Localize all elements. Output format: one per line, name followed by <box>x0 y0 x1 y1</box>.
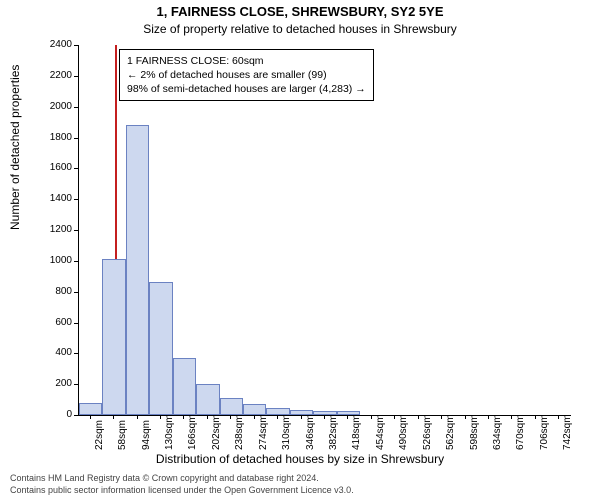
histogram-bar <box>173 358 196 415</box>
chart-container: 1, FAIRNESS CLOSE, SHREWSBURY, SY2 5YE S… <box>0 0 600 500</box>
y-tick: 600 <box>0 318 78 328</box>
plot-area: 1 FAIRNESS CLOSE: 60sqm ← 2% of detached… <box>78 45 571 416</box>
y-tick: 2400 <box>0 40 78 50</box>
y-tick: 200 <box>0 379 78 389</box>
x-tick: 58sqm <box>117 420 128 450</box>
chart-subtitle: Size of property relative to detached ho… <box>0 22 600 36</box>
annotation-box: 1 FAIRNESS CLOSE: 60sqm ← 2% of detached… <box>119 49 374 101</box>
x-tick: 598sqm <box>469 414 480 450</box>
x-tick: 94sqm <box>141 420 152 450</box>
x-tick: 454sqm <box>375 414 386 450</box>
y-tick: 1400 <box>0 194 78 204</box>
histogram-bar <box>126 125 149 415</box>
annotation-line-3: 98% of semi-detached houses are larger (… <box>127 82 366 96</box>
x-tick: 274sqm <box>258 414 269 450</box>
x-tick: 130sqm <box>164 414 175 450</box>
histogram-bar <box>196 384 219 415</box>
x-tick: 382sqm <box>328 414 339 450</box>
y-axis-label: Number of detached properties <box>8 65 22 230</box>
x-tick: 22sqm <box>94 420 105 450</box>
y-tick: 1200 <box>0 225 78 235</box>
y-tick: 1600 <box>0 163 78 173</box>
x-tick: 742sqm <box>562 414 573 450</box>
y-tick: 1800 <box>0 133 78 143</box>
x-tick: 202sqm <box>211 414 222 450</box>
y-tick: 800 <box>0 287 78 297</box>
histogram-bar <box>149 282 172 415</box>
x-axis-label: Distribution of detached houses by size … <box>0 452 600 466</box>
x-tick: 706sqm <box>539 414 550 450</box>
y-tick: 0 <box>0 410 78 420</box>
x-tick: 310sqm <box>281 414 292 450</box>
x-tick: 634sqm <box>492 414 503 450</box>
histogram-bar <box>79 403 102 415</box>
histogram-bar <box>102 259 125 415</box>
histogram-bar <box>243 404 266 415</box>
annotation-line-1: 1 FAIRNESS CLOSE: 60sqm <box>127 54 366 68</box>
y-tick: 2000 <box>0 102 78 112</box>
x-tick: 562sqm <box>445 414 456 450</box>
chart-title: 1, FAIRNESS CLOSE, SHREWSBURY, SY2 5YE <box>0 4 600 19</box>
y-tick: 400 <box>0 348 78 358</box>
annotation-line-2: ← 2% of detached houses are smaller (99) <box>127 68 366 82</box>
x-tick: 526sqm <box>422 414 433 450</box>
x-tick: 166sqm <box>187 414 198 450</box>
histogram-bar <box>220 398 243 415</box>
x-tick: 670sqm <box>515 414 526 450</box>
x-tick: 238sqm <box>234 414 245 450</box>
x-tick: 418sqm <box>351 414 362 450</box>
y-tick: 1000 <box>0 256 78 266</box>
footer-text: Contains HM Land Registry data © Crown c… <box>10 472 354 496</box>
y-tick: 2200 <box>0 71 78 81</box>
x-tick: 490sqm <box>398 414 409 450</box>
x-tick: 346sqm <box>305 414 316 450</box>
